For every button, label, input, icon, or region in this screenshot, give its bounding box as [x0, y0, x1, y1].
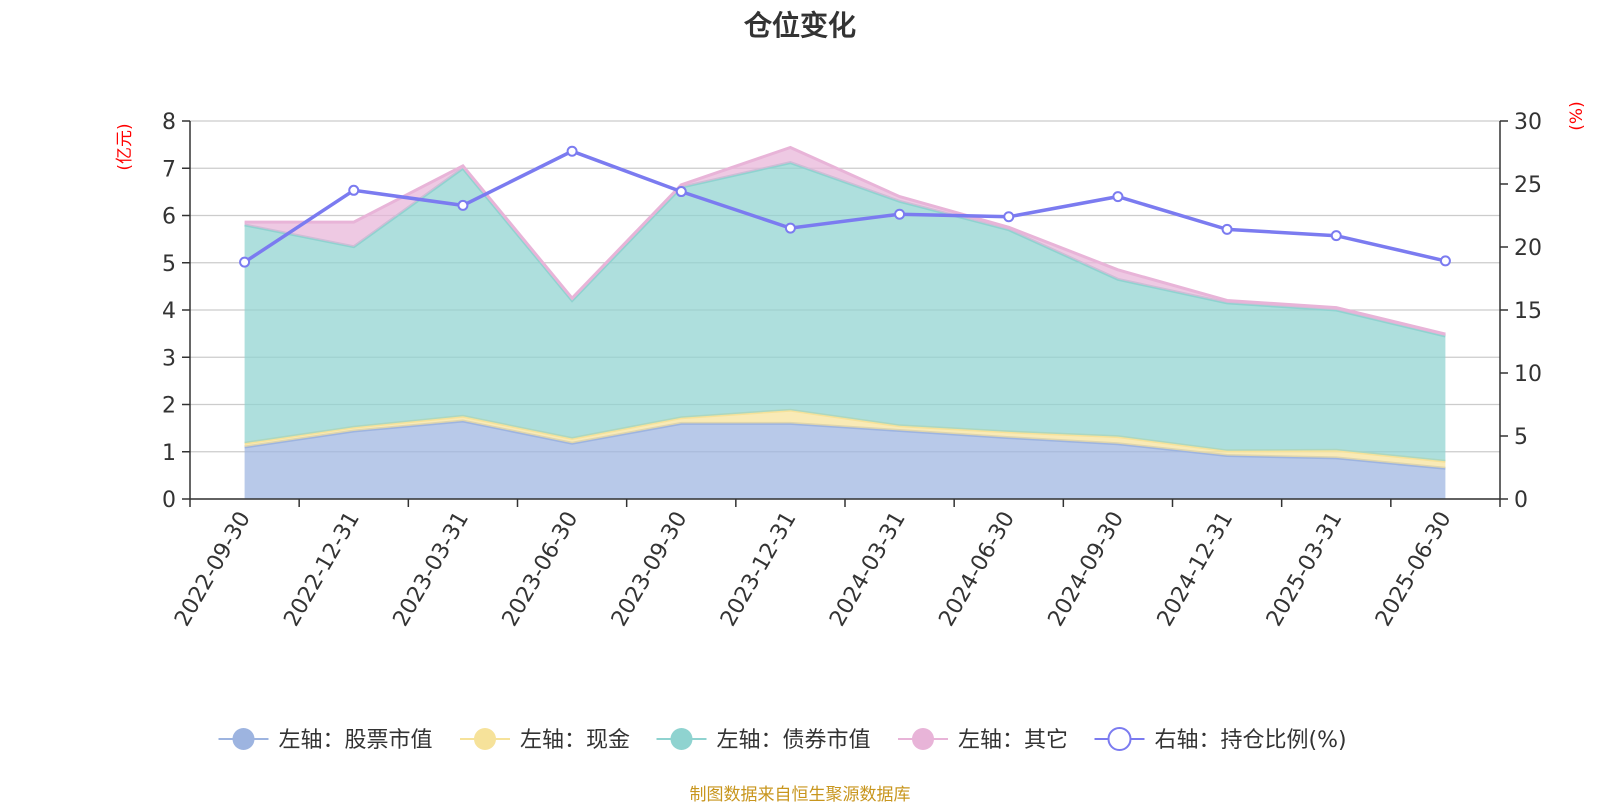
area-edge-左轴：其它 [244, 145, 1446, 336]
x-axis-tick-label: 2024-12-31 [1153, 508, 1239, 631]
right-axis-tick-label: 10 [1514, 362, 1542, 387]
legend-marker [232, 728, 255, 750]
source-note: 制图数据来自恒生聚源数据库 [689, 785, 911, 805]
x-axis-tick-label: 2024-06-30 [934, 508, 1020, 631]
left-axis-tick-label: 1 [162, 441, 176, 466]
right-axis-tick-label: 25 [1514, 173, 1542, 198]
right-axis-tick-label: 15 [1514, 299, 1542, 324]
data-point [348, 184, 360, 196]
x-axis-tick-label: 2025-03-31 [1262, 508, 1348, 631]
data-point [1221, 223, 1233, 235]
data-point [675, 186, 687, 198]
data-point [1330, 230, 1342, 242]
left-axis-tick-label: 3 [162, 346, 176, 371]
x-axis-tick-label: 2023-12-31 [716, 508, 802, 631]
right-axis-unit: (%) [1567, 101, 1587, 130]
left-axis-tick-label: 0 [162, 488, 176, 513]
legend-marker [670, 728, 693, 750]
x-axis-tick-label: 2024-03-31 [825, 508, 911, 631]
left-axis-tick-label: 6 [162, 205, 176, 230]
legend-marker [912, 728, 934, 750]
data-point [239, 256, 251, 268]
data-point [566, 145, 578, 157]
data-point [784, 222, 796, 234]
left-axis-unit: (亿元) [115, 123, 135, 170]
area-左轴：现金 [244, 410, 1446, 469]
legend-label: 左轴：现金 [520, 728, 630, 753]
x-axis-tick-label: 2023-06-30 [498, 508, 584, 631]
x-axis-tick-label: 2024-09-30 [1044, 508, 1130, 631]
legend-marker [1107, 727, 1132, 751]
data-point [1112, 191, 1124, 203]
chart-title: 仓位变化 [743, 9, 856, 42]
area-左轴：债券市值 [244, 162, 1446, 462]
data-point [1003, 211, 1015, 223]
legend-label: 左轴：股票市值 [279, 728, 433, 753]
x-axis-tick-label: 2022-12-31 [279, 508, 365, 631]
legend-label: 左轴：其它 [958, 728, 1068, 753]
left-axis-tick-label: 7 [162, 157, 176, 182]
x-axis-tick-label: 2025-06-30 [1371, 508, 1457, 631]
x-axis-tick-label: 2023-03-31 [389, 508, 475, 631]
legend-label: 左轴：债券市值 [717, 728, 871, 753]
left-axis-tick-label: 5 [162, 252, 176, 277]
left-axis-tick-label: 4 [162, 299, 176, 324]
left-axis-tick-label: 2 [162, 394, 176, 419]
right-axis-tick-label: 0 [1514, 488, 1528, 513]
left-axis-tick-label: 8 [162, 110, 176, 135]
legend-label: 右轴：持仓比例(%) [1155, 728, 1347, 753]
data-point [457, 199, 469, 211]
right-axis-tick-label: 30 [1514, 110, 1542, 135]
data-point [1439, 255, 1451, 267]
x-axis-tick-label: 2022-09-30 [170, 508, 256, 631]
area-左轴：股票市值 [244, 421, 1446, 499]
legend-marker [474, 728, 496, 750]
x-axis-tick-label: 2023-09-30 [607, 508, 693, 631]
right-axis-tick-label: 5 [1514, 425, 1528, 450]
data-point [894, 208, 906, 220]
right-axis-tick-label: 20 [1514, 236, 1542, 261]
line-右轴：持仓比例(%) [243, 149, 1446, 264]
